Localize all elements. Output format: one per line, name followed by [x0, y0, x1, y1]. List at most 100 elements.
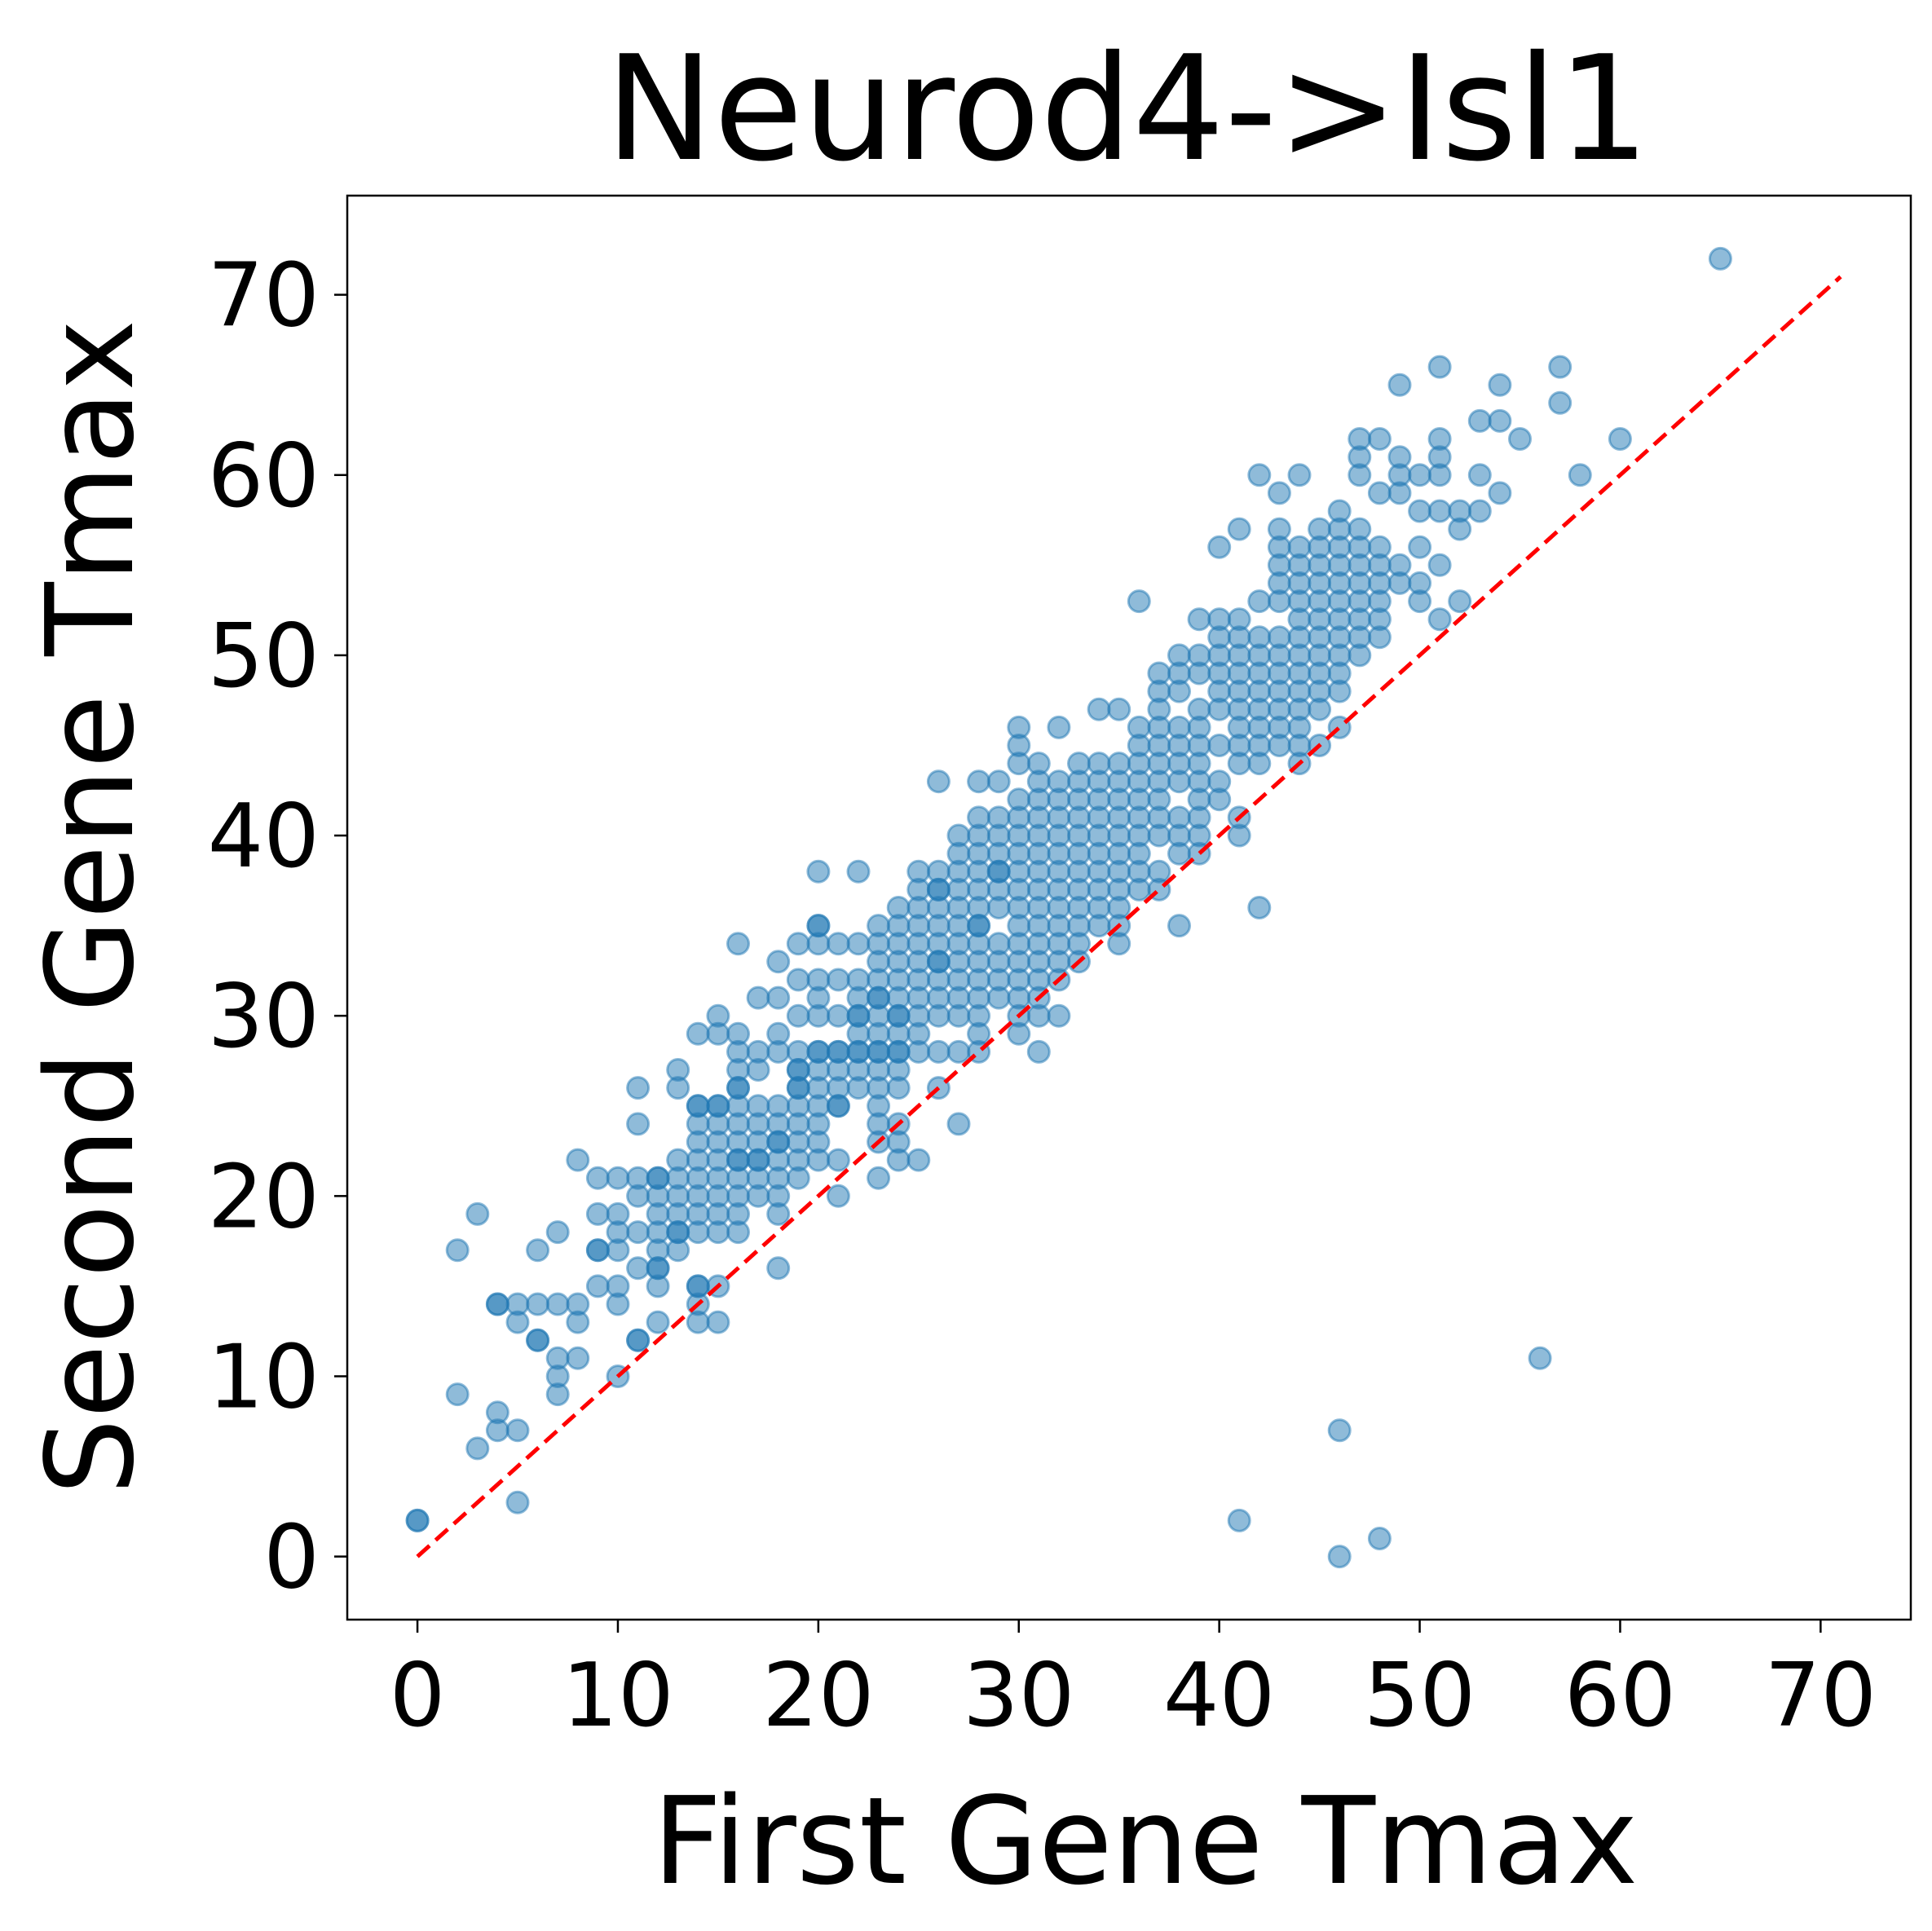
- scatter-point: [485, 1400, 509, 1425]
- y-axis-ticks: 0 10 20 30 40 50 60 70: [208, 245, 347, 1609]
- scatter-point: [746, 985, 770, 1010]
- scatter-point: [1427, 355, 1452, 379]
- scatter-point: [1207, 607, 1232, 632]
- scatter-point: [1327, 1418, 1352, 1443]
- scatter-point: [1548, 390, 1573, 415]
- scatter-point: [545, 1292, 570, 1316]
- scatter-point: [1348, 427, 1372, 451]
- scatter-point: [1367, 427, 1392, 451]
- scatter-point: [1408, 535, 1432, 559]
- scatter-point: [686, 1274, 710, 1298]
- scatter-point: [465, 1201, 490, 1226]
- scatter-point: [505, 1292, 530, 1316]
- scatter-point: [1247, 896, 1272, 919]
- scatter-point: [485, 1292, 509, 1316]
- scatter-point: [1247, 589, 1272, 614]
- scatter-point: [566, 1292, 590, 1316]
- scatter-point: [1327, 499, 1352, 523]
- x-tick-label: 40: [1163, 1645, 1275, 1747]
- plot-area: [346, 194, 1912, 1621]
- scatter-point: [1047, 769, 1071, 794]
- scatter-point: [726, 1021, 750, 1046]
- scatter-point: [1207, 734, 1232, 757]
- scatter-point: [1026, 752, 1051, 776]
- scatter-point: [1408, 499, 1432, 523]
- x-tick-label: 30: [963, 1645, 1074, 1747]
- scatter-point: [1408, 463, 1432, 487]
- reference-line: [416, 275, 1842, 1558]
- scatter-point: [1167, 805, 1191, 830]
- scatter-point: [1427, 427, 1452, 451]
- scatter-point: [1167, 715, 1191, 739]
- scatter-point: [1488, 481, 1512, 505]
- plot-frame: [346, 194, 1912, 1621]
- scatter-point: [786, 932, 810, 956]
- x-axis-ticks: 0 10 20 30 40 50 60 70: [390, 1620, 1877, 1747]
- scatter-point: [906, 1148, 931, 1172]
- scatter-point: [1167, 643, 1191, 668]
- scatter-point: [1207, 535, 1232, 559]
- y-tick-label: 40: [208, 786, 320, 888]
- scatter-point: [1387, 445, 1412, 470]
- scatter-point: [806, 859, 831, 884]
- x-tick-label: 70: [1765, 1645, 1877, 1747]
- scatter-point: [1007, 787, 1031, 812]
- x-tick-label: 20: [762, 1645, 874, 1747]
- scatter-point: [606, 1201, 630, 1226]
- scatter-point: [806, 1039, 831, 1064]
- scatter-point: [1427, 607, 1452, 632]
- scatter-point: [886, 896, 911, 919]
- scatter-point: [1267, 517, 1291, 541]
- scatter-point: [686, 1021, 710, 1046]
- scatter-point: [967, 769, 991, 794]
- scatter-point: [1448, 589, 1472, 614]
- scatter-point: [867, 914, 891, 938]
- scatter-point: [1408, 571, 1432, 595]
- scatter-point: [1287, 463, 1312, 487]
- scatter-point: [846, 968, 871, 992]
- scatter-point: [1227, 517, 1251, 541]
- scatter-point: [706, 1310, 730, 1334]
- scatter-point: [626, 1220, 651, 1245]
- scatter-point: [706, 1094, 730, 1118]
- scatter-point: [1247, 625, 1272, 650]
- scatter-point: [826, 1148, 850, 1172]
- y-tick-label: 10: [208, 1326, 320, 1428]
- scatter-point: [1367, 481, 1392, 505]
- y-tick-label: 60: [208, 425, 320, 527]
- scatter-point: [1047, 1003, 1071, 1028]
- scatter-point: [465, 1436, 490, 1461]
- scatter-point: [826, 968, 850, 992]
- scatter-point: [826, 932, 850, 956]
- scatter-point: [826, 1003, 850, 1028]
- scatter-point: [1147, 661, 1171, 686]
- scatter-point: [1127, 715, 1151, 739]
- scatter-point: [746, 1094, 770, 1118]
- scatter-point: [986, 932, 1011, 956]
- scatter-point: [1708, 246, 1732, 271]
- scatter-point: [1187, 643, 1211, 668]
- scatter-point: [585, 1166, 610, 1190]
- scatter-point: [786, 968, 810, 992]
- scatter-point: [1187, 697, 1211, 721]
- scatter-point: [1427, 553, 1452, 577]
- scatter-point: [1127, 589, 1151, 614]
- scatter-point: [1026, 1039, 1051, 1064]
- scatter-point: [986, 769, 1011, 794]
- scatter-point: [566, 1148, 590, 1172]
- scatter-point: [746, 1039, 770, 1064]
- scatter-point: [766, 985, 791, 1010]
- scatter-point: [1387, 373, 1412, 397]
- scatter-point: [646, 1310, 670, 1334]
- scatter-point: [1067, 752, 1091, 776]
- scatter-point: [1348, 517, 1372, 541]
- scatter-point: [545, 1220, 570, 1245]
- scatter-point: [867, 1166, 891, 1190]
- scatter-point: [1267, 481, 1291, 505]
- scatter-point: [1367, 1527, 1392, 1550]
- scatter-point: [686, 1094, 710, 1118]
- scatter-point: [505, 1418, 530, 1443]
- scatter-point: [1167, 914, 1191, 938]
- x-tick-label: 0: [390, 1645, 446, 1747]
- scatter-point: [1007, 715, 1031, 739]
